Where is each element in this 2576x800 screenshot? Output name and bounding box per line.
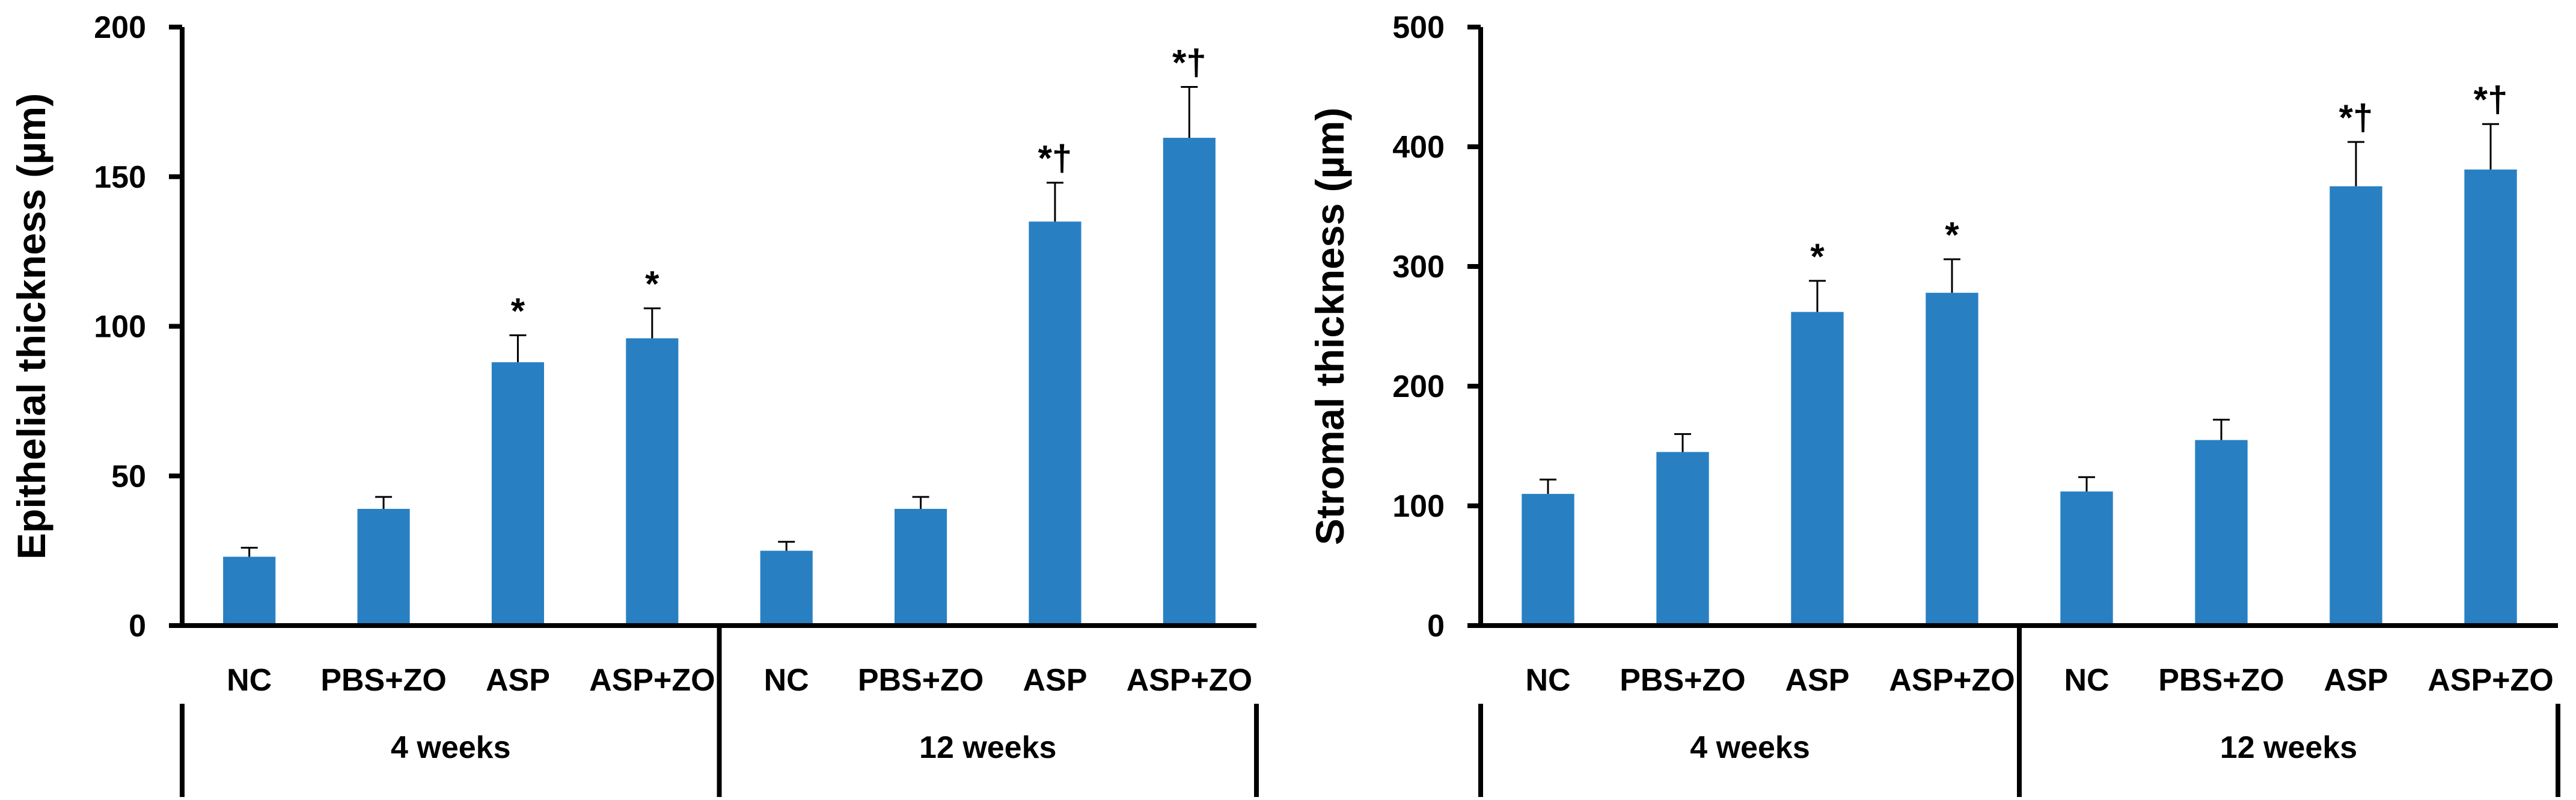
- category-label: NC: [227, 663, 272, 698]
- significance-label: *: [1945, 215, 1959, 255]
- y-tick-label: 50: [111, 459, 146, 494]
- category-label: ASP+ZO: [1127, 663, 1253, 698]
- category-label: PBS+ZO: [320, 663, 447, 698]
- category-label: NC: [764, 663, 809, 698]
- y-tick-label: 300: [1392, 250, 1445, 285]
- category-label: ASP+ZO: [1889, 663, 2015, 698]
- bar: [760, 550, 813, 626]
- epithelial-chart: 0 50 100 150 200 Epithelial thickness (µm) NC P…: [9, 10, 1259, 797]
- group-label: 4 weeks: [1690, 730, 1810, 765]
- significance-label: *†: [1172, 43, 1207, 83]
- category-label: NC: [1525, 663, 1570, 698]
- significance-label: *†: [2339, 97, 2373, 138]
- y-tick-label: 200: [94, 10, 146, 45]
- y-axis-title: Epithelial thickness (µm): [9, 93, 54, 559]
- significance-label: *: [645, 264, 659, 304]
- stromal-chart: 0 100 200 300 400 500 Stromal thickness (µm) NC…: [1308, 10, 2560, 797]
- y-tick-label: 500: [1392, 10, 1445, 45]
- significance-label: *: [511, 291, 525, 331]
- y-tick-label: 100: [94, 310, 146, 345]
- group-label: 4 weeks: [391, 730, 511, 765]
- significance-label: *: [1810, 236, 1825, 277]
- y-axis-title: Stromal thickness (µm): [1308, 108, 1352, 546]
- bar: [1791, 312, 1844, 626]
- group-label: 12 weeks: [919, 730, 1056, 765]
- bar: [1522, 494, 1574, 626]
- category-label: PBS+ZO: [1620, 663, 1746, 698]
- category-label: ASP+ZO: [589, 663, 715, 698]
- category-label: PBS+ZO: [2158, 663, 2284, 698]
- category-label: ASP: [486, 663, 550, 698]
- y-tick-label: 400: [1392, 130, 1445, 165]
- category-label: PBS+ZO: [858, 663, 984, 698]
- bar: [1163, 138, 1216, 626]
- y-tick-label: 200: [1392, 369, 1445, 404]
- category-label: ASP: [1023, 663, 1087, 698]
- y-tick-label: 100: [1392, 489, 1445, 524]
- bar: [1656, 452, 1709, 626]
- category-label: ASP: [2324, 663, 2388, 698]
- bar: [2330, 186, 2382, 626]
- bar: [491, 362, 544, 626]
- y-tick-label: 0: [129, 609, 146, 644]
- category-label: ASP: [1785, 663, 1850, 698]
- bar: [626, 338, 679, 626]
- y-tick-label: 0: [1427, 609, 1445, 644]
- bar: [2060, 491, 2113, 626]
- significance-label: *†: [2474, 79, 2508, 120]
- bar: [223, 556, 276, 626]
- bar: [895, 508, 947, 626]
- bar: [2464, 169, 2517, 626]
- bar: [2195, 440, 2248, 626]
- group-label: 12 weeks: [2220, 730, 2357, 765]
- bar: [357, 508, 410, 626]
- y-tick-label: 150: [94, 160, 146, 195]
- bar: [1926, 292, 1978, 626]
- significance-label: *†: [1038, 138, 1072, 179]
- category-label: ASP+ZO: [2428, 663, 2554, 698]
- bar: [1029, 221, 1081, 626]
- category-label: NC: [2064, 663, 2109, 698]
